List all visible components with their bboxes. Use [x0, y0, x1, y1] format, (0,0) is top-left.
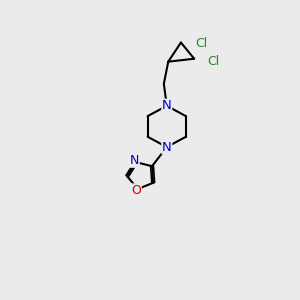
Text: Cl: Cl — [196, 37, 208, 50]
Text: N: N — [162, 99, 172, 112]
Text: Cl: Cl — [207, 55, 220, 68]
Text: N: N — [130, 154, 139, 167]
Text: N: N — [162, 141, 172, 154]
Text: O: O — [131, 184, 141, 197]
